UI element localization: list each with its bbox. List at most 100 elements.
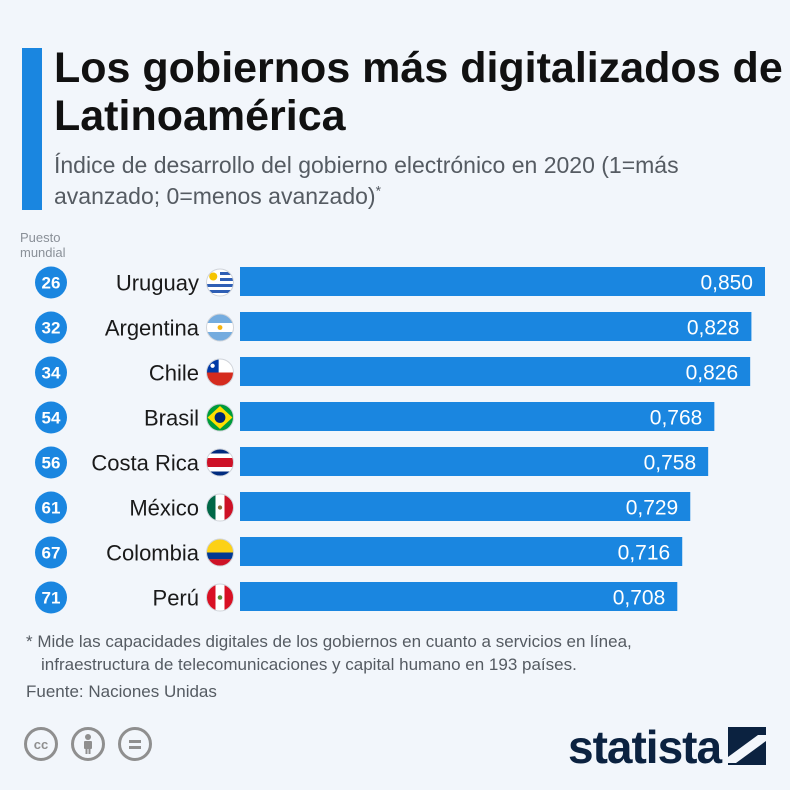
bar xyxy=(240,492,691,521)
rank-circle xyxy=(35,311,67,344)
rank-circle xyxy=(35,491,67,524)
chart-row: 67 Colombia 0,716 xyxy=(35,536,683,569)
mexico-flag xyxy=(206,494,234,521)
flag-stripe xyxy=(206,284,234,287)
rank-circle xyxy=(35,446,67,479)
bar xyxy=(240,312,752,341)
peru-flag xyxy=(206,584,234,611)
bar xyxy=(240,537,683,566)
bar xyxy=(240,447,709,476)
flag-stripe xyxy=(206,552,234,560)
statista-logo[interactable]: statista xyxy=(568,721,722,773)
value-label: 0,826 xyxy=(686,362,739,385)
flag-icon xyxy=(206,313,234,342)
value-label: 0,729 xyxy=(626,497,679,520)
flag-stripe xyxy=(206,290,234,293)
flag-outline xyxy=(206,403,234,432)
rank-circle xyxy=(35,536,67,569)
flag-outline xyxy=(206,358,234,387)
flag-sun xyxy=(209,272,218,281)
flag-stripe xyxy=(224,494,234,521)
rank-label: 54 xyxy=(42,409,61,428)
colombia-flag xyxy=(206,539,234,566)
chart-row: 34 Chile 0,826 xyxy=(35,356,751,389)
no-derivatives-icon[interactable] xyxy=(118,727,152,761)
flag-stripe xyxy=(206,559,234,566)
flag-outline xyxy=(206,448,234,477)
rank-circle xyxy=(35,356,67,389)
flag-globe xyxy=(214,412,226,423)
flag-outline xyxy=(206,268,234,297)
flag-stripe xyxy=(206,458,234,467)
category-label: Uruguay xyxy=(116,271,199,296)
argentina-flag xyxy=(206,314,234,341)
flag-star xyxy=(210,363,215,368)
cc-glyph: cc xyxy=(34,737,48,752)
rank-circle xyxy=(35,581,67,614)
rank-circle xyxy=(35,266,67,299)
value-label: 0,850 xyxy=(700,272,753,295)
flag-icon xyxy=(206,583,234,612)
rank-label: 26 xyxy=(42,274,61,293)
rank-label: 71 xyxy=(42,589,61,608)
footnote-line2: infraestructura de telecomunicaciones y … xyxy=(41,655,577,674)
bar xyxy=(240,582,678,611)
category-label: México xyxy=(129,496,199,521)
bar xyxy=(240,357,751,386)
brazil-flag xyxy=(206,404,234,431)
flag-icon xyxy=(206,493,234,522)
flag-sun xyxy=(217,325,223,330)
flag-stripe xyxy=(224,584,234,611)
flag-icon xyxy=(206,403,234,432)
rank-header-line2: mundial xyxy=(20,245,66,260)
chile-flag xyxy=(206,359,234,386)
rank-label: 34 xyxy=(42,364,61,383)
source-note: Fuente: Naciones Unidas xyxy=(26,682,217,701)
rank-label: 32 xyxy=(42,319,61,338)
flag-icon xyxy=(206,268,234,297)
rank-circle xyxy=(35,401,67,434)
chart-row: 26 Uruguay 0,850 xyxy=(35,266,765,299)
rank-label: 67 xyxy=(42,544,61,563)
flag-icon xyxy=(206,448,234,477)
category-label: Colombia xyxy=(106,541,200,566)
flag-emblem xyxy=(217,505,223,510)
chart-row: 54 Brasil 0,768 xyxy=(35,401,715,434)
cc-icon[interactable]: cc xyxy=(24,727,58,761)
value-label: 0,768 xyxy=(650,407,703,430)
flag-outline xyxy=(206,538,234,567)
bar xyxy=(240,402,715,431)
rank-label: 56 xyxy=(42,454,61,473)
value-label: 0,716 xyxy=(618,542,671,565)
uruguay-flag xyxy=(206,269,234,296)
attribution-icon[interactable] xyxy=(71,727,105,761)
costa-rica-flag xyxy=(206,449,234,476)
flag-icon xyxy=(206,538,234,567)
chart-row: 32 Argentina 0,828 xyxy=(35,311,752,344)
category-label: Perú xyxy=(153,586,199,611)
flag-stripe xyxy=(206,494,216,521)
category-label: Argentina xyxy=(105,316,200,341)
chart-title: Los gobiernos más digitalizados de Latin… xyxy=(54,44,783,140)
flag-outline xyxy=(206,493,234,522)
flag-outline xyxy=(206,583,234,612)
flag-outline xyxy=(206,313,234,342)
chart-row: 61 México 0,729 xyxy=(35,491,691,524)
flag-icon xyxy=(206,358,234,387)
chart-row: 56 Costa Rica 0,758 xyxy=(35,446,709,479)
footnote-line1: * Mide las capacidades digitales de los … xyxy=(26,632,632,651)
chart-subtitle: Índice de desarrollo del gobierno electr… xyxy=(54,150,784,212)
value-label: 0,758 xyxy=(644,452,697,475)
rank-header-line1: Puesto xyxy=(20,230,61,245)
rank-label: 61 xyxy=(42,499,61,518)
category-label: Chile xyxy=(149,361,199,386)
subtitle-text: Índice de desarrollo del gobierno electr… xyxy=(54,152,679,209)
subtitle-marker: * xyxy=(375,182,382,199)
flag-emblem xyxy=(217,595,223,600)
statista-logo-mark-icon xyxy=(728,727,766,765)
flag-stripe xyxy=(206,584,216,611)
value-label: 0,828 xyxy=(687,317,740,340)
title-accent-bar xyxy=(22,48,42,210)
rank-column-header: Puesto mundial xyxy=(20,230,100,260)
